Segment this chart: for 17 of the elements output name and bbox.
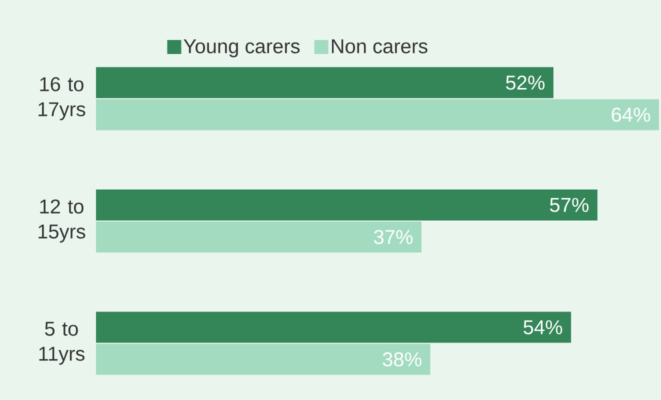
data-label: 37% xyxy=(374,230,413,244)
bar xyxy=(96,189,598,220)
data-label: 38% xyxy=(382,352,422,366)
data-label: 54% xyxy=(524,320,562,334)
data-label: 57% xyxy=(550,198,589,212)
legend-label: Young carers xyxy=(184,39,300,58)
y-tick-label: 5 to 11yrs xyxy=(39,322,84,365)
y-tick-label: 16 to 17yrs xyxy=(38,77,86,120)
data-label: 64% xyxy=(612,108,650,122)
y-tick-label: 12 to 15yrs xyxy=(38,199,86,243)
bar xyxy=(96,67,554,98)
bar xyxy=(96,344,430,375)
data-label: 52% xyxy=(506,76,545,90)
bar xyxy=(96,222,422,253)
bar xyxy=(96,312,572,343)
legend-label: Non carers xyxy=(332,39,428,54)
bar xyxy=(96,99,660,130)
